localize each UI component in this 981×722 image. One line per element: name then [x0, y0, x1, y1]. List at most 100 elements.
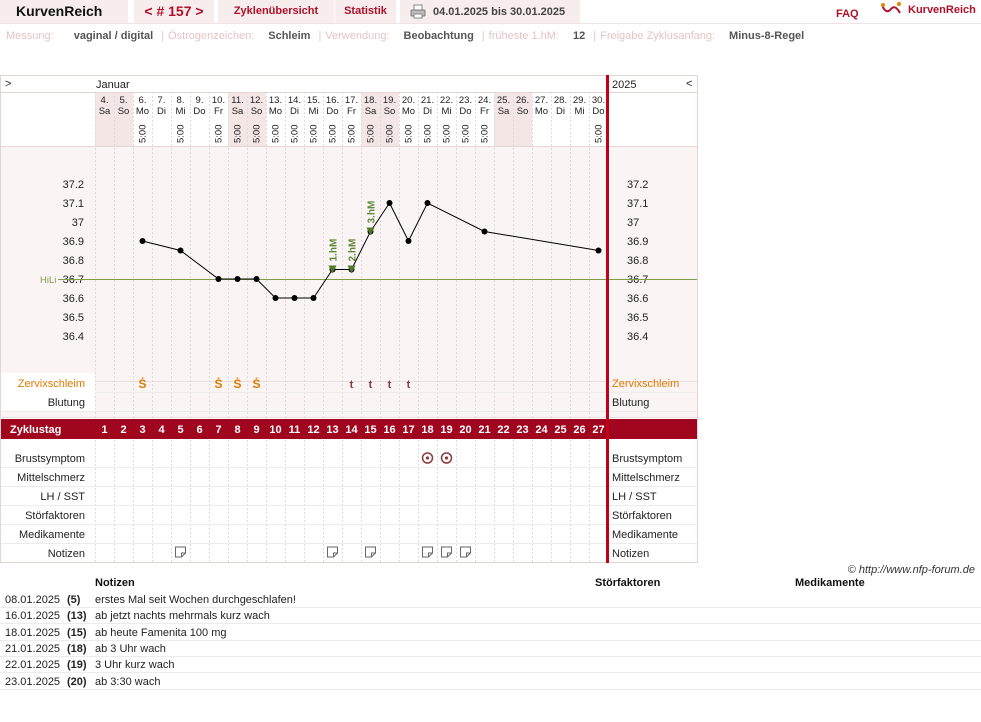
note-icon[interactable]: [327, 546, 338, 558]
note-icon[interactable]: [365, 546, 376, 558]
meta-key: Verwendung:: [325, 30, 390, 42]
note-icon-fold: [333, 552, 338, 557]
temperature-point: [595, 247, 602, 254]
row-label-right: Blutung: [612, 397, 649, 409]
cycle-nav-label[interactable]: < # 157 >: [144, 3, 204, 19]
measure-time: 5:00: [404, 125, 415, 144]
cycle-day-number: 1: [101, 424, 107, 436]
day-weekday: Sa: [99, 106, 111, 117]
note-text: ab jetzt nachts mehrmals kurz wach: [95, 610, 270, 623]
high-measure-label: 3.hM: [367, 201, 378, 224]
printer-icon[interactable]: [410, 4, 426, 19]
cycle-day-number: 19: [440, 424, 452, 436]
collapse-right-toggle[interactable]: <: [686, 78, 692, 90]
temperature-point: [253, 276, 260, 282]
note-date: 22.01.2025: [5, 659, 61, 672]
meta-key: Östrogenzeichen:: [168, 30, 255, 42]
note-cycle-day: (15): [67, 626, 87, 639]
cycle-day-number: 15: [364, 424, 376, 436]
day-weekday: Sa: [498, 106, 510, 117]
note-icon[interactable]: [422, 546, 433, 558]
cycle-settings: Messung: vaginal / digital | Östrogenzeiche…: [6, 30, 808, 42]
y-tick-right: 37.1: [627, 198, 648, 210]
day-weekday: Sa: [232, 106, 244, 117]
row-label-right: Störfaktoren: [612, 510, 672, 522]
top-divider: [0, 23, 981, 24]
day-date: 5.: [120, 95, 128, 106]
day-date: 6.: [139, 95, 147, 106]
day-date: 10.: [212, 95, 225, 106]
day-date: 27.: [535, 95, 548, 106]
print-area: [400, 0, 580, 23]
y-tick-left: 36.4: [63, 331, 84, 343]
measure-time: 5:00: [594, 125, 605, 144]
note-date: 23.01.2025: [5, 675, 61, 688]
measure-time: 5:00: [385, 125, 396, 144]
measure-time: 5:00: [309, 125, 320, 144]
statistics-link[interactable]: Statistik: [334, 0, 396, 23]
row-label-left: LH / SST: [40, 491, 85, 503]
medications-column-header: Medikamente: [795, 577, 865, 589]
row-label-right: LH / SST: [612, 491, 657, 503]
weekend-shade: [228, 92, 247, 146]
cycle-day-number: 18: [421, 424, 433, 436]
day-date: 23.: [459, 95, 472, 106]
app-brand[interactable]: KurvenReich: [0, 0, 128, 23]
temperature-point: [424, 200, 431, 206]
high-measure-marker: [347, 265, 356, 274]
collapse-left-toggle[interactable]: >: [5, 78, 11, 90]
note-icon-fold: [447, 552, 452, 557]
temperature-point: [215, 276, 222, 282]
date-range: 04.01.2025 bis 30.01.2025: [433, 6, 566, 18]
meta-value: Schleim: [268, 30, 311, 42]
note-date: 21.01.2025: [5, 642, 61, 655]
day-date: 30.: [592, 95, 605, 106]
cycle-chart: > Januar 2025 <4.Sa5.So6.Mo5:007.Di8.Mi5:00…: [0, 75, 698, 563]
disturbances-column-header: Störfaktoren: [595, 577, 661, 589]
day-date: 21.: [421, 95, 434, 106]
month-label: Januar: [96, 79, 130, 91]
cycle-day-number: 16: [383, 424, 395, 436]
note-row: 16.01.2025 (13) ab jetzt nachts mehrmals k…: [0, 608, 981, 625]
faq-link[interactable]: FAQ: [836, 8, 859, 20]
weekend-shade: [361, 92, 380, 146]
measure-time: 5:00: [480, 125, 491, 144]
note-icon[interactable]: [175, 546, 186, 558]
high-measure-marker: [366, 227, 375, 236]
day-weekday: Di: [423, 106, 432, 117]
note-cycle-day: (18): [67, 642, 87, 655]
measure-time: 5:00: [366, 125, 377, 144]
row-label-right: Zervixschleim: [612, 378, 679, 390]
meta-key: Freigabe Zyklusanfang:: [600, 30, 716, 42]
meta-separator: |: [161, 30, 165, 42]
day-weekday: Mi: [308, 106, 318, 117]
note-icon-fold: [466, 552, 471, 557]
logo-icon: [881, 2, 901, 14]
temperature-point: [177, 247, 184, 254]
measure-time: 5:00: [461, 125, 472, 144]
meta-value: Minus-8-Regel: [729, 30, 805, 42]
cycle-day-number: 3: [139, 424, 145, 436]
day-weekday: Mi: [175, 106, 185, 117]
temperature-point: [310, 295, 317, 301]
day-weekday: Do: [592, 106, 604, 117]
meta-separator: |: [318, 30, 322, 42]
row-label-left: Zervixschleim: [18, 378, 85, 390]
day-date: 28.: [554, 95, 567, 106]
y-tick-left: 36.6: [63, 293, 84, 305]
y-tick-left: 37: [72, 217, 84, 229]
weekend-shade: [513, 92, 532, 146]
meta-key: früheste 1.hM:: [488, 30, 559, 42]
temperature-point: [481, 228, 488, 235]
cycle-day-number: 23: [516, 424, 528, 436]
day-weekday: So: [251, 106, 263, 117]
note-icon[interactable]: [441, 546, 452, 558]
row-label-left: Störfaktoren: [25, 510, 85, 522]
cycle-overview-link[interactable]: Zyklenübersicht: [218, 0, 334, 23]
meta-value: 12: [572, 30, 586, 42]
measure-time: 5:00: [423, 125, 434, 144]
day-weekday: Di: [556, 106, 565, 117]
cycle-navigator[interactable]: < # 157 >: [134, 0, 214, 23]
day-date: 25.: [497, 95, 510, 106]
note-icon[interactable]: [460, 546, 471, 558]
